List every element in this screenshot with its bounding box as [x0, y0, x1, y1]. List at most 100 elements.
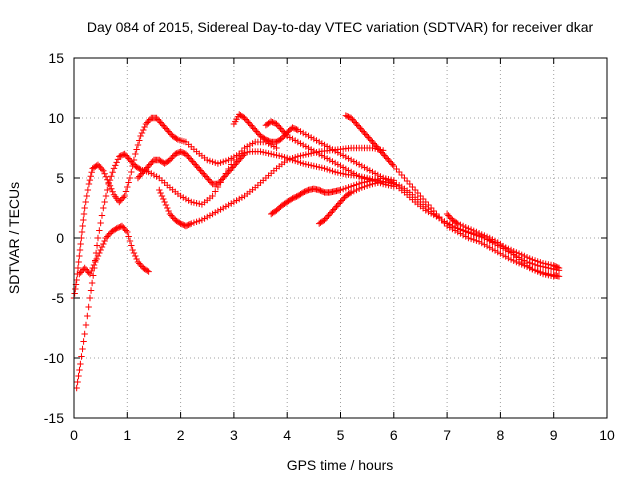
data-point-marker [184, 222, 191, 229]
data-point-marker [374, 179, 382, 186]
data-point-marker [297, 128, 304, 135]
data-point-marker [205, 176, 212, 183]
data-point-marker [534, 268, 541, 275]
data-point-marker [337, 198, 344, 206]
data-point-marker [158, 120, 166, 128]
data-point-marker [88, 267, 95, 275]
data-point-marker [228, 155, 235, 162]
data-point-marker [144, 267, 151, 274]
data-point-marker [331, 147, 339, 155]
data-point-marker [350, 182, 358, 189]
data-point-marker [128, 242, 135, 249]
data-point-marker [193, 218, 200, 225]
data-point-marker [246, 141, 254, 149]
data-point-marker [81, 330, 88, 338]
data-point-marker [331, 204, 339, 212]
data-point-marker [221, 173, 228, 180]
data-point-marker [88, 169, 95, 176]
data-point-marker [112, 226, 119, 233]
data-point-marker [494, 239, 501, 246]
data-point-marker [134, 258, 142, 266]
data-point-marker [334, 161, 342, 168]
data-point-marker [190, 219, 198, 226]
data-point-marker [189, 158, 196, 165]
data-point-marker [130, 249, 138, 257]
data-point-marker [158, 192, 166, 200]
x-axis-label: GPS time / hours [287, 457, 394, 473]
data-point-marker [299, 160, 307, 167]
data-point-marker [133, 255, 140, 263]
data-point-marker [318, 140, 326, 147]
data-point-marker [289, 195, 296, 202]
data-point-marker [446, 213, 453, 221]
data-point-marker [166, 129, 174, 137]
data-point-marker [94, 252, 102, 260]
data-point-marker [349, 116, 356, 123]
data-point-marker [307, 162, 315, 169]
data-point-marker [318, 152, 326, 159]
data-point-marker [550, 273, 557, 280]
data-point-marker [294, 138, 302, 146]
data-point-marker [350, 188, 358, 195]
data-point-marker [454, 220, 461, 227]
data-point-marker [339, 152, 347, 159]
data-point-marker [237, 155, 244, 162]
data-point-marker [299, 129, 307, 137]
data-point-marker [422, 207, 429, 214]
data-point-marker [86, 176, 94, 184]
data-point-marker [98, 212, 106, 219]
data-point-marker [73, 384, 80, 392]
data-point-marker [299, 152, 307, 159]
data-point-marker [162, 125, 170, 132]
data-point-marker [358, 162, 366, 170]
data-point-marker [406, 180, 413, 188]
data-point-marker [425, 201, 432, 209]
data-point-marker [134, 174, 142, 182]
data-point-marker [276, 123, 283, 131]
plot-frame [73, 57, 608, 419]
data-point-marker [315, 186, 323, 194]
data-point-marker [76, 366, 83, 374]
data-point-marker [77, 360, 84, 368]
data-point-marker [443, 220, 451, 227]
grid-lines [74, 58, 607, 418]
data-point-marker [499, 251, 507, 259]
data-point-marker [473, 228, 480, 236]
data-point-marker [241, 114, 248, 122]
data-point-marker [293, 126, 300, 133]
data-point-marker [76, 246, 84, 254]
data-point-marker [178, 221, 186, 228]
data-point-marker [505, 254, 512, 262]
data-point-marker [225, 156, 232, 164]
data-point-marker [225, 168, 232, 176]
data-point-marker [521, 252, 528, 260]
x-tick-label: 4 [283, 427, 291, 443]
data-point-marker [89, 272, 97, 279]
x-tick-label: 2 [177, 427, 185, 443]
data-point-marker [233, 197, 240, 204]
data-point-marker [331, 168, 339, 176]
data-point-marker [350, 170, 358, 177]
data-point-marker [81, 204, 88, 212]
data-point-marker [236, 195, 243, 203]
y-tick-label: 15 [48, 50, 64, 66]
data-point-marker [252, 126, 259, 134]
data-point-marker [337, 170, 344, 177]
data-point-marker [86, 270, 94, 278]
data-point-marker [78, 353, 85, 360]
data-point-marker [71, 290, 78, 297]
data-point-marker [238, 153, 246, 161]
data-point-marker [160, 122, 167, 129]
data-point-marker [126, 174, 134, 182]
data-point-marker [321, 141, 328, 149]
data-point-marker [291, 154, 299, 161]
data-point-marker [475, 230, 483, 237]
data-point-marker [291, 137, 299, 144]
data-point-marker [342, 165, 350, 173]
data-point-marker [494, 248, 501, 256]
data-point-marker [89, 264, 96, 272]
data-point-marker [342, 185, 350, 192]
data-point-marker [82, 321, 90, 329]
data-point-marker [100, 240, 107, 248]
data-point-marker [449, 222, 456, 230]
